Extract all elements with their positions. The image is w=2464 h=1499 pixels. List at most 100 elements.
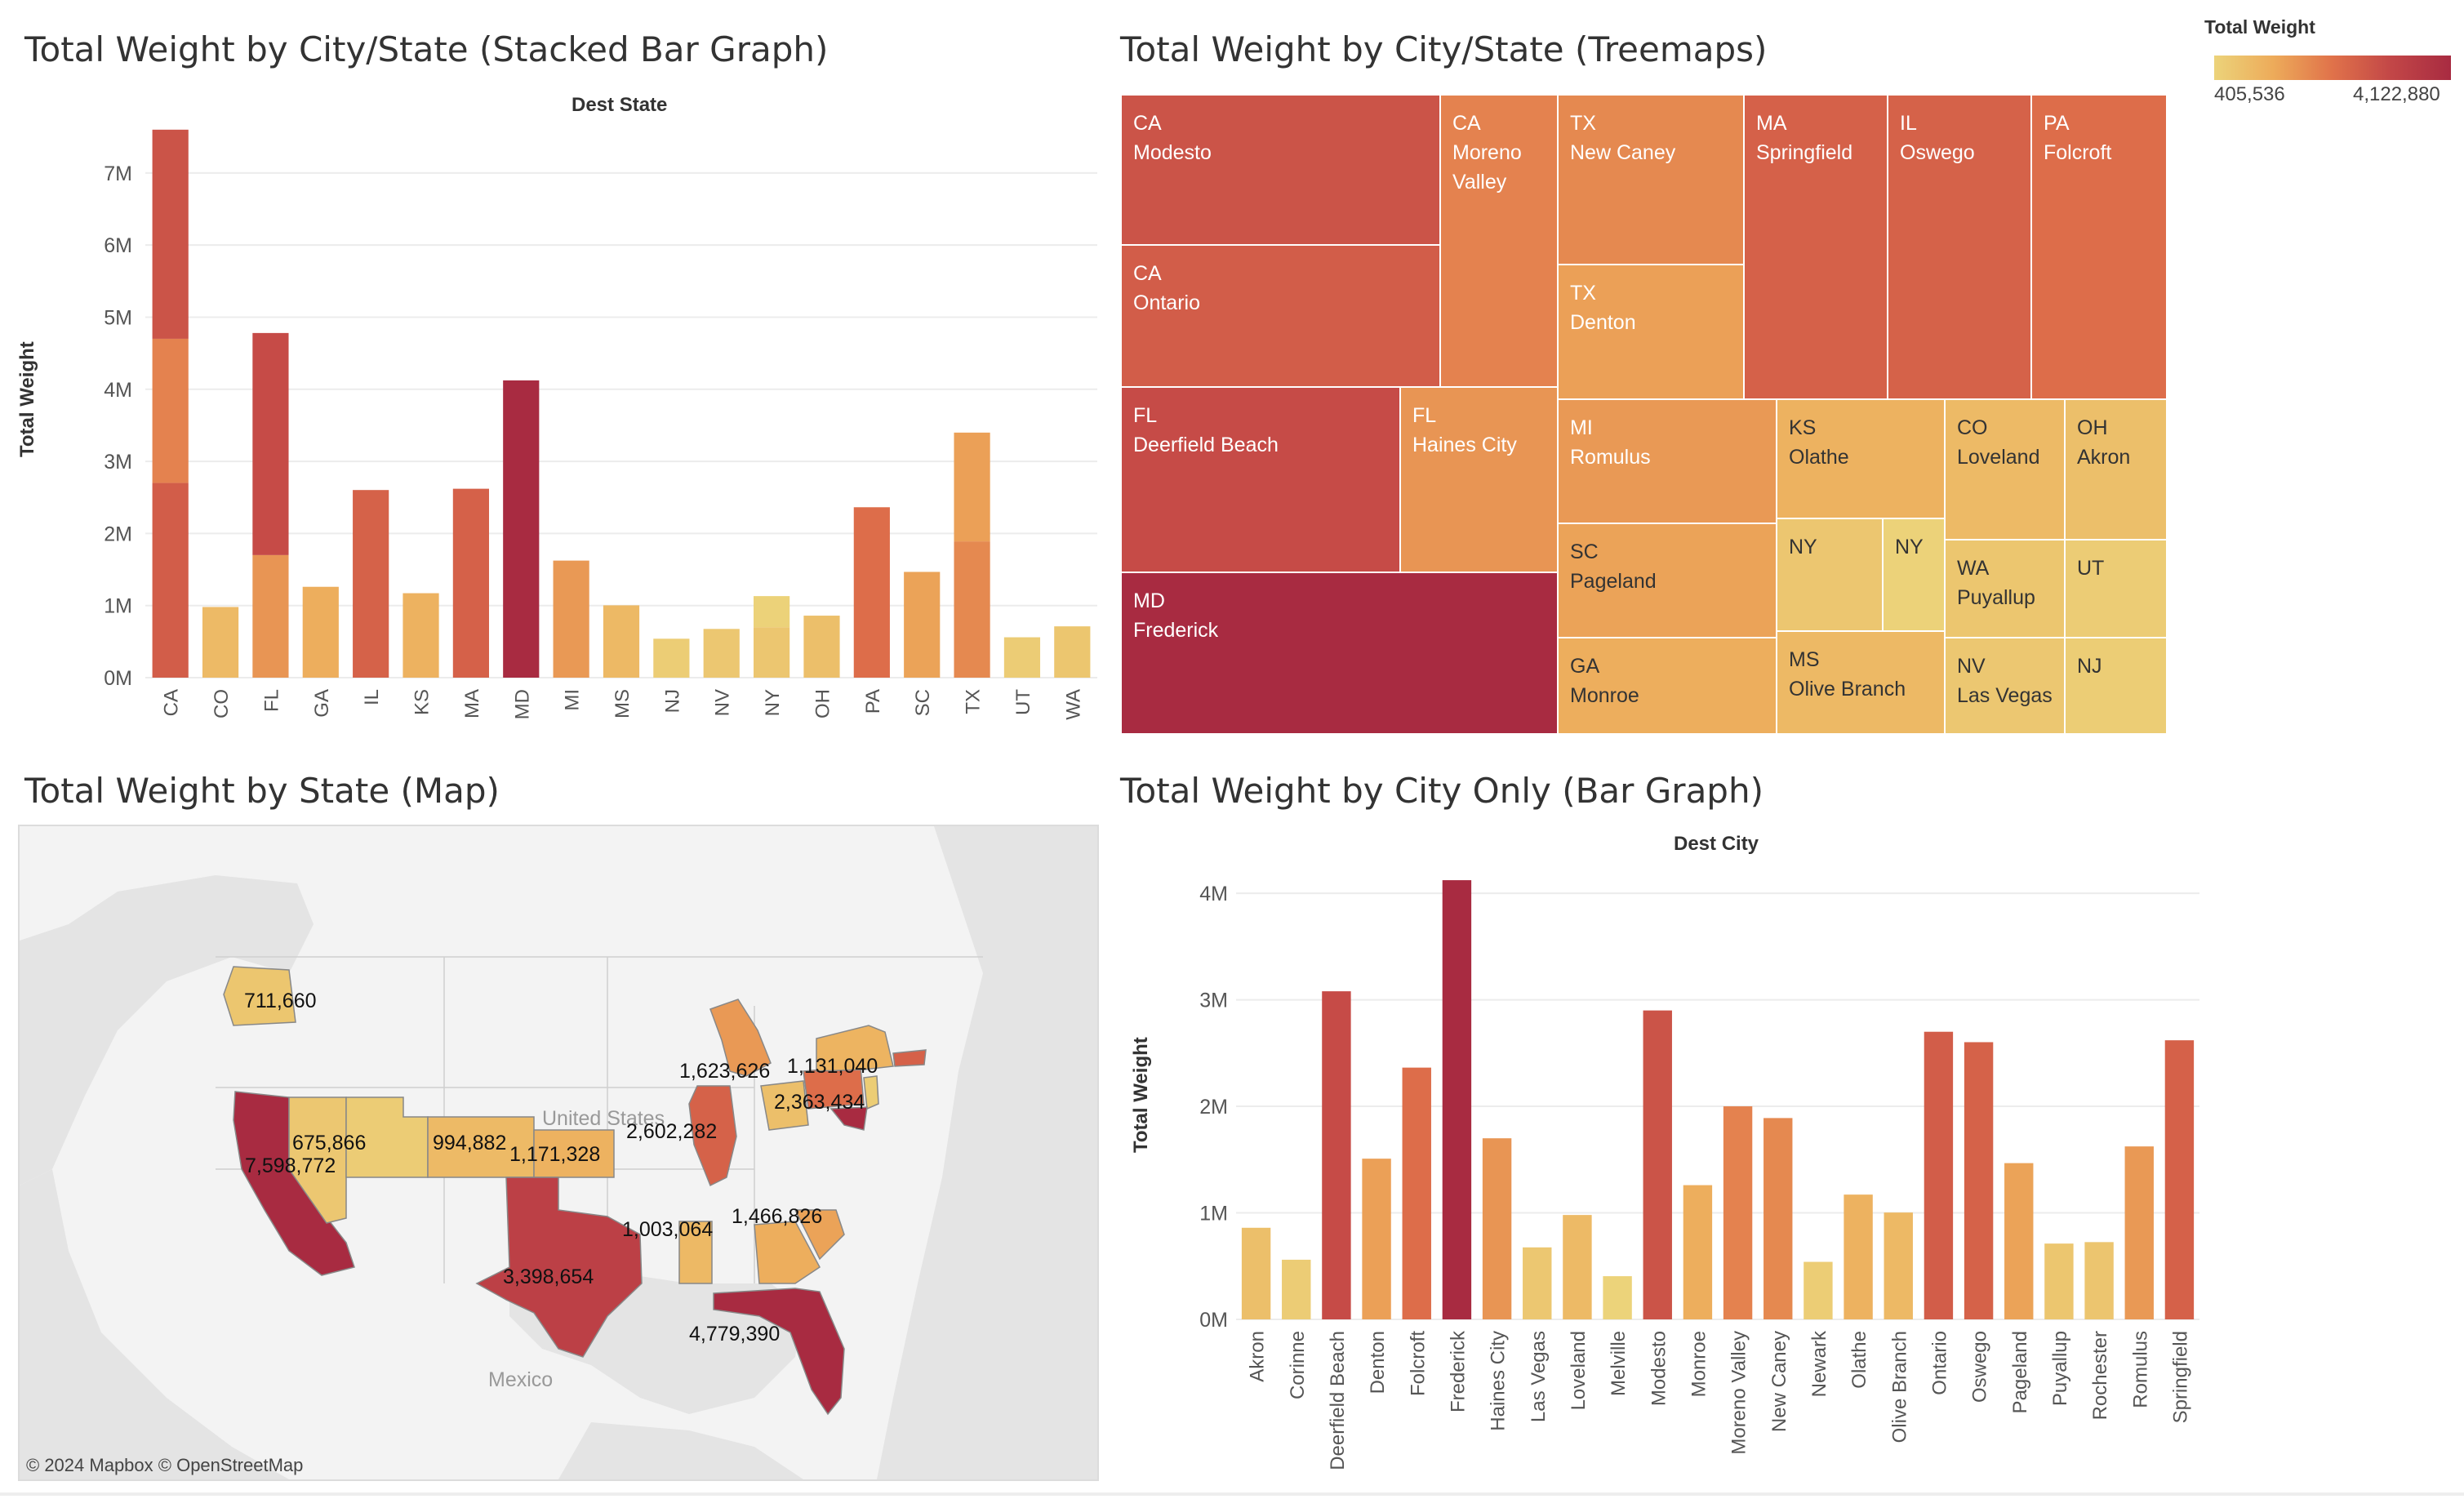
stacked-bar-co-seg-0 [202, 607, 239, 678]
treemap-tile-mi-romulus [1559, 400, 1776, 523]
city-bar-moreno-valley [1723, 1106, 1753, 1319]
stacked-bar-ks-seg-0 [403, 593, 439, 678]
city-bar-pageland [2004, 1163, 2034, 1319]
map-label-il: 2,602,282 [626, 1120, 717, 1143]
treemap-tile-ma-springfield [1745, 96, 1887, 398]
treemap-city-label: Folcroft [2044, 141, 2111, 164]
pacific-ocean [20, 875, 314, 1185]
treemap-city-label: Akron [2077, 446, 2130, 469]
treemap-tile-fl-haines-city [1401, 388, 1557, 572]
treemap-state-label: NY [1789, 536, 1817, 558]
city-bar-haines-city [1482, 1138, 1512, 1319]
city-bar-monroe [1683, 1185, 1713, 1319]
map-state-ms [678, 1221, 713, 1284]
stacked-x-tick-sc: SC [912, 689, 934, 716]
city-bar-loveland [1563, 1215, 1592, 1319]
stacked-bar-oh-seg-0 [803, 616, 840, 678]
stacked-bar-ny-seg-1 [754, 596, 790, 628]
map-state-ga [754, 1221, 821, 1284]
city-y-tick-label: 0M [1199, 1309, 1228, 1332]
stacked-y-tick-label: 4M [104, 379, 132, 402]
stacked-x-tick-ks: KS [411, 689, 434, 715]
city-y-tick-label: 2M [1199, 1096, 1228, 1119]
stacked-y-tick-label: 5M [104, 306, 132, 329]
treemap-city-label: Moreno [1452, 141, 1522, 164]
treemap-state-label: TX [1570, 112, 1596, 135]
map-view[interactable]: United States Mexico 711,660 7,598,772 675,8… [18, 825, 1099, 1481]
treemap-tile-ms-olive-branch [1777, 632, 1944, 733]
city-bar-folcroft [1402, 1067, 1431, 1319]
treemap-tile-md-frederick [1122, 573, 1557, 733]
city-x-axis-title: Dest City [1674, 833, 1759, 855]
stacked-bar-tx-seg-1 [954, 432, 990, 542]
treemap-city-label: Olathe [1789, 446, 1849, 469]
treemap-tile-tx-new-caney [1559, 96, 1743, 264]
map-label-ny: 1,131,040 [787, 1055, 878, 1078]
stacked-x-tick-fl: FL [260, 689, 282, 712]
treemap-state-label: FL [1133, 404, 1157, 427]
treemap-city-label: Monroe [1570, 684, 1639, 707]
treemap-city-label: Puyallup [1957, 586, 2035, 609]
treemap-state-label: WA [1957, 557, 1990, 580]
treemap-state-label: SC [1570, 540, 1599, 563]
treemap-state-label: IL [1900, 112, 1917, 135]
map-label-ks: 1,171,328 [509, 1143, 600, 1166]
treemap-state-label: GA [1570, 655, 1599, 678]
stacked-x-tick-ga: GA [311, 689, 333, 718]
stacked-x-tick-il: IL [361, 689, 383, 705]
city-bar-oswego [1964, 1042, 1994, 1319]
treemap-state-label: CA [1133, 112, 1162, 135]
stacked-bar-nv-seg-0 [703, 629, 740, 678]
stacked-x-tick-co: CO [211, 689, 233, 718]
map-state-tx [475, 1177, 643, 1358]
city-chart-title: Total Weight by City Only (Bar Graph) [1120, 771, 1763, 811]
map-state-ma [892, 1049, 927, 1067]
stacked-y-tick-label: 6M [104, 234, 132, 257]
city-x-tick-romulus: Romulus [2129, 1331, 2151, 1408]
stacked-x-tick-pa: PA [862, 689, 884, 714]
map-label-mi: 1,623,626 [679, 1060, 770, 1083]
treemap-city-label: Haines City [1412, 434, 1517, 456]
treemap-state-label: NJ [2077, 655, 2102, 678]
map-label-ca: 7,598,772 [245, 1154, 336, 1177]
city-bar-springfield [2164, 1040, 2195, 1319]
treemap-state-label: NY [1895, 536, 1924, 558]
treemap-state-label: FL [1412, 404, 1436, 427]
stacked-bar-tx-seg-0 [954, 541, 990, 678]
city-bar-melville [1603, 1276, 1632, 1319]
city-bar-olathe [1844, 1194, 1873, 1319]
stacked-bar-chart: 0M 1M 2M 3M 4M 5M 6M 7M CA CO FL GA IL KS MA MD MI MS NJ NV… [104, 129, 1097, 720]
treemap-city-label: Denton [1570, 311, 1636, 334]
city-x-tick-denton: Denton [1367, 1331, 1389, 1394]
treemap-tile-ks-olathe [1777, 400, 1944, 518]
stacked-bar-nj-seg-0 [653, 638, 690, 678]
treemap-tile-wa-puyallup [1946, 540, 2064, 637]
city-bar-olive-branch [1884, 1212, 1913, 1319]
pacific-ocean-south [20, 1169, 289, 1479]
city-x-tick-rochester: Rochester [2089, 1331, 2111, 1420]
treemap-state-label: CA [1133, 262, 1162, 285]
city-bar-las-vegas [1523, 1247, 1552, 1319]
stacked-x-tick-tx: TX [963, 689, 985, 714]
treemap-tile-oh-akron [2066, 400, 2166, 539]
stacked-bar-ma-seg-0 [452, 488, 489, 678]
treemap-title: Total Weight by City/State (Treemaps) [1120, 29, 1768, 69]
stacked-bar-ga-seg-0 [302, 586, 339, 678]
treemap-tile-nv-las-vegas [1946, 638, 2064, 733]
treemap-tile-tx-denton [1559, 265, 1743, 398]
treemap-city-label: Loveland [1957, 446, 2039, 469]
city-x-tick-olathe: Olathe [1848, 1331, 1870, 1389]
treemap-city-label: Romulus [1570, 446, 1651, 469]
treemap-tile-ny-15 [1777, 519, 1882, 630]
map-attribution: © 2024 Mapbox © OpenStreetMap [26, 1455, 304, 1475]
stacked-x-tick-mi: MI [562, 689, 584, 711]
treemap-tile-fl-deerfield-beach [1122, 388, 1399, 572]
treemap-tile-nj-23 [2066, 638, 2166, 733]
city-x-tick-puyallup: Puyallup [2049, 1331, 2071, 1406]
stacked-bar-sc-seg-0 [904, 572, 941, 678]
stacked-chart-title: Total Weight by City/State (Stacked Bar … [24, 29, 829, 69]
stacked-bar-wa-seg-0 [1054, 626, 1091, 678]
map-state-mi [709, 999, 772, 1077]
treemap-city-label: New Caney [1570, 141, 1676, 164]
stacked-bar-ms-seg-0 [603, 605, 640, 678]
